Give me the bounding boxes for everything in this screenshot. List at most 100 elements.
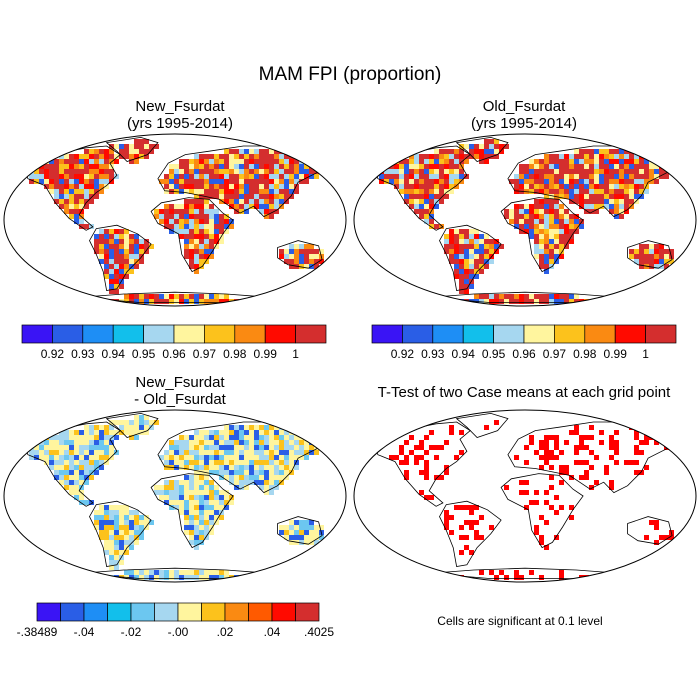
- grid-cell: [544, 214, 549, 219]
- grid-cell: [84, 430, 89, 435]
- grid-cell: [259, 465, 264, 470]
- grid-cell: [189, 294, 194, 299]
- grid-cell: [64, 209, 69, 214]
- grid-cell: [194, 505, 199, 510]
- grid-cell: [124, 254, 129, 259]
- grid-cell: [609, 440, 614, 445]
- grid-cell: [404, 174, 409, 179]
- grid-cell: [219, 575, 224, 580]
- grid-cell: [189, 184, 194, 189]
- grid-cell: [634, 189, 639, 194]
- grid-cell: [239, 435, 244, 440]
- grid-cell: [464, 239, 469, 244]
- grid-cell: [184, 209, 189, 214]
- grid-cell: [124, 234, 129, 239]
- grid-cell: [569, 194, 574, 199]
- grid-cell: [249, 189, 254, 194]
- grid-cell: [589, 435, 594, 440]
- grid-cell: [194, 189, 199, 194]
- grid-cell: [224, 169, 229, 174]
- grid-cell: [209, 184, 214, 189]
- grid-cell: [179, 490, 184, 495]
- grid-cell: [559, 174, 564, 179]
- grid-cell: [254, 480, 259, 485]
- grid-cell: [554, 455, 559, 460]
- grid-cell: [164, 480, 169, 485]
- grid-cell: [234, 184, 239, 189]
- grid-cell: [474, 274, 479, 279]
- grid-cell: [394, 184, 399, 189]
- grid-cell: [549, 485, 554, 490]
- grid-cell: [314, 450, 319, 455]
- grid-cell: [609, 204, 614, 209]
- grid-cell: [494, 139, 499, 144]
- grid-cell: [309, 530, 314, 535]
- grid-cell: [279, 179, 284, 184]
- grid-cell: [469, 229, 474, 234]
- grid-cell: [199, 189, 204, 194]
- grid-cell: [474, 535, 479, 540]
- grid-cell: [204, 535, 209, 540]
- grid-cell: [59, 480, 64, 485]
- grid-cell: [179, 455, 184, 460]
- grid-cell: [534, 164, 539, 169]
- grid-cell: [559, 575, 564, 580]
- grid-cell: [99, 234, 104, 239]
- grid-cell: [179, 460, 184, 465]
- grid-cell: [549, 184, 554, 189]
- grid-cell: [204, 189, 209, 194]
- grid-cell: [479, 249, 484, 254]
- grid-cell: [199, 244, 204, 249]
- grid-cell: [239, 164, 244, 169]
- grid-cell: [139, 420, 144, 425]
- grid-cell: [314, 254, 319, 259]
- grid-cell: [434, 159, 439, 164]
- grid-cell: [134, 515, 139, 520]
- grid-cell: [299, 425, 304, 430]
- grid-cell: [549, 244, 554, 249]
- grid-cell: [249, 450, 254, 455]
- grid-cell: [224, 194, 229, 199]
- grid-cell: [449, 299, 454, 304]
- grid-cell: [584, 204, 589, 209]
- grid-cell: [259, 209, 264, 214]
- grid-cell: [544, 269, 549, 274]
- grid-cell: [544, 224, 549, 229]
- grid-cell: [529, 435, 534, 440]
- grid-cell: [209, 169, 214, 174]
- grid-cell: [164, 219, 169, 224]
- grid-cell: [109, 284, 114, 289]
- grid-cell: [569, 174, 574, 179]
- grid-cell: [449, 174, 454, 179]
- grid-cell: [94, 239, 99, 244]
- grid-cell: [79, 430, 84, 435]
- grid-cell: [129, 254, 134, 259]
- grid-cell: [214, 455, 219, 460]
- grid-cell: [214, 435, 219, 440]
- grid-cell: [514, 204, 519, 209]
- grid-cell: [99, 520, 104, 525]
- grid-cell: [289, 445, 294, 450]
- grid-cell: [669, 159, 674, 164]
- grid-cell: [104, 455, 109, 460]
- grid-cell: [284, 450, 289, 455]
- grid-cell: [229, 455, 234, 460]
- grid-cell: [99, 244, 104, 249]
- grid-cell: [594, 194, 599, 199]
- grid-cell: [189, 159, 194, 164]
- grid-cell: [634, 254, 639, 259]
- grid-cell: [89, 224, 94, 229]
- grid-cell: [424, 219, 429, 224]
- grid-cell: [549, 199, 554, 204]
- grid-cell: [69, 169, 74, 174]
- grid-cell: [109, 525, 114, 530]
- grid-cell: [134, 425, 139, 430]
- grid-cell: [159, 570, 164, 575]
- grid-cell: [54, 169, 59, 174]
- grid-cell: [304, 520, 309, 525]
- grid-cell: [444, 184, 449, 189]
- grid-cell: [259, 189, 264, 194]
- grid-cell: [194, 199, 199, 204]
- grid-cell: [509, 219, 514, 224]
- grid-cell: [229, 465, 234, 470]
